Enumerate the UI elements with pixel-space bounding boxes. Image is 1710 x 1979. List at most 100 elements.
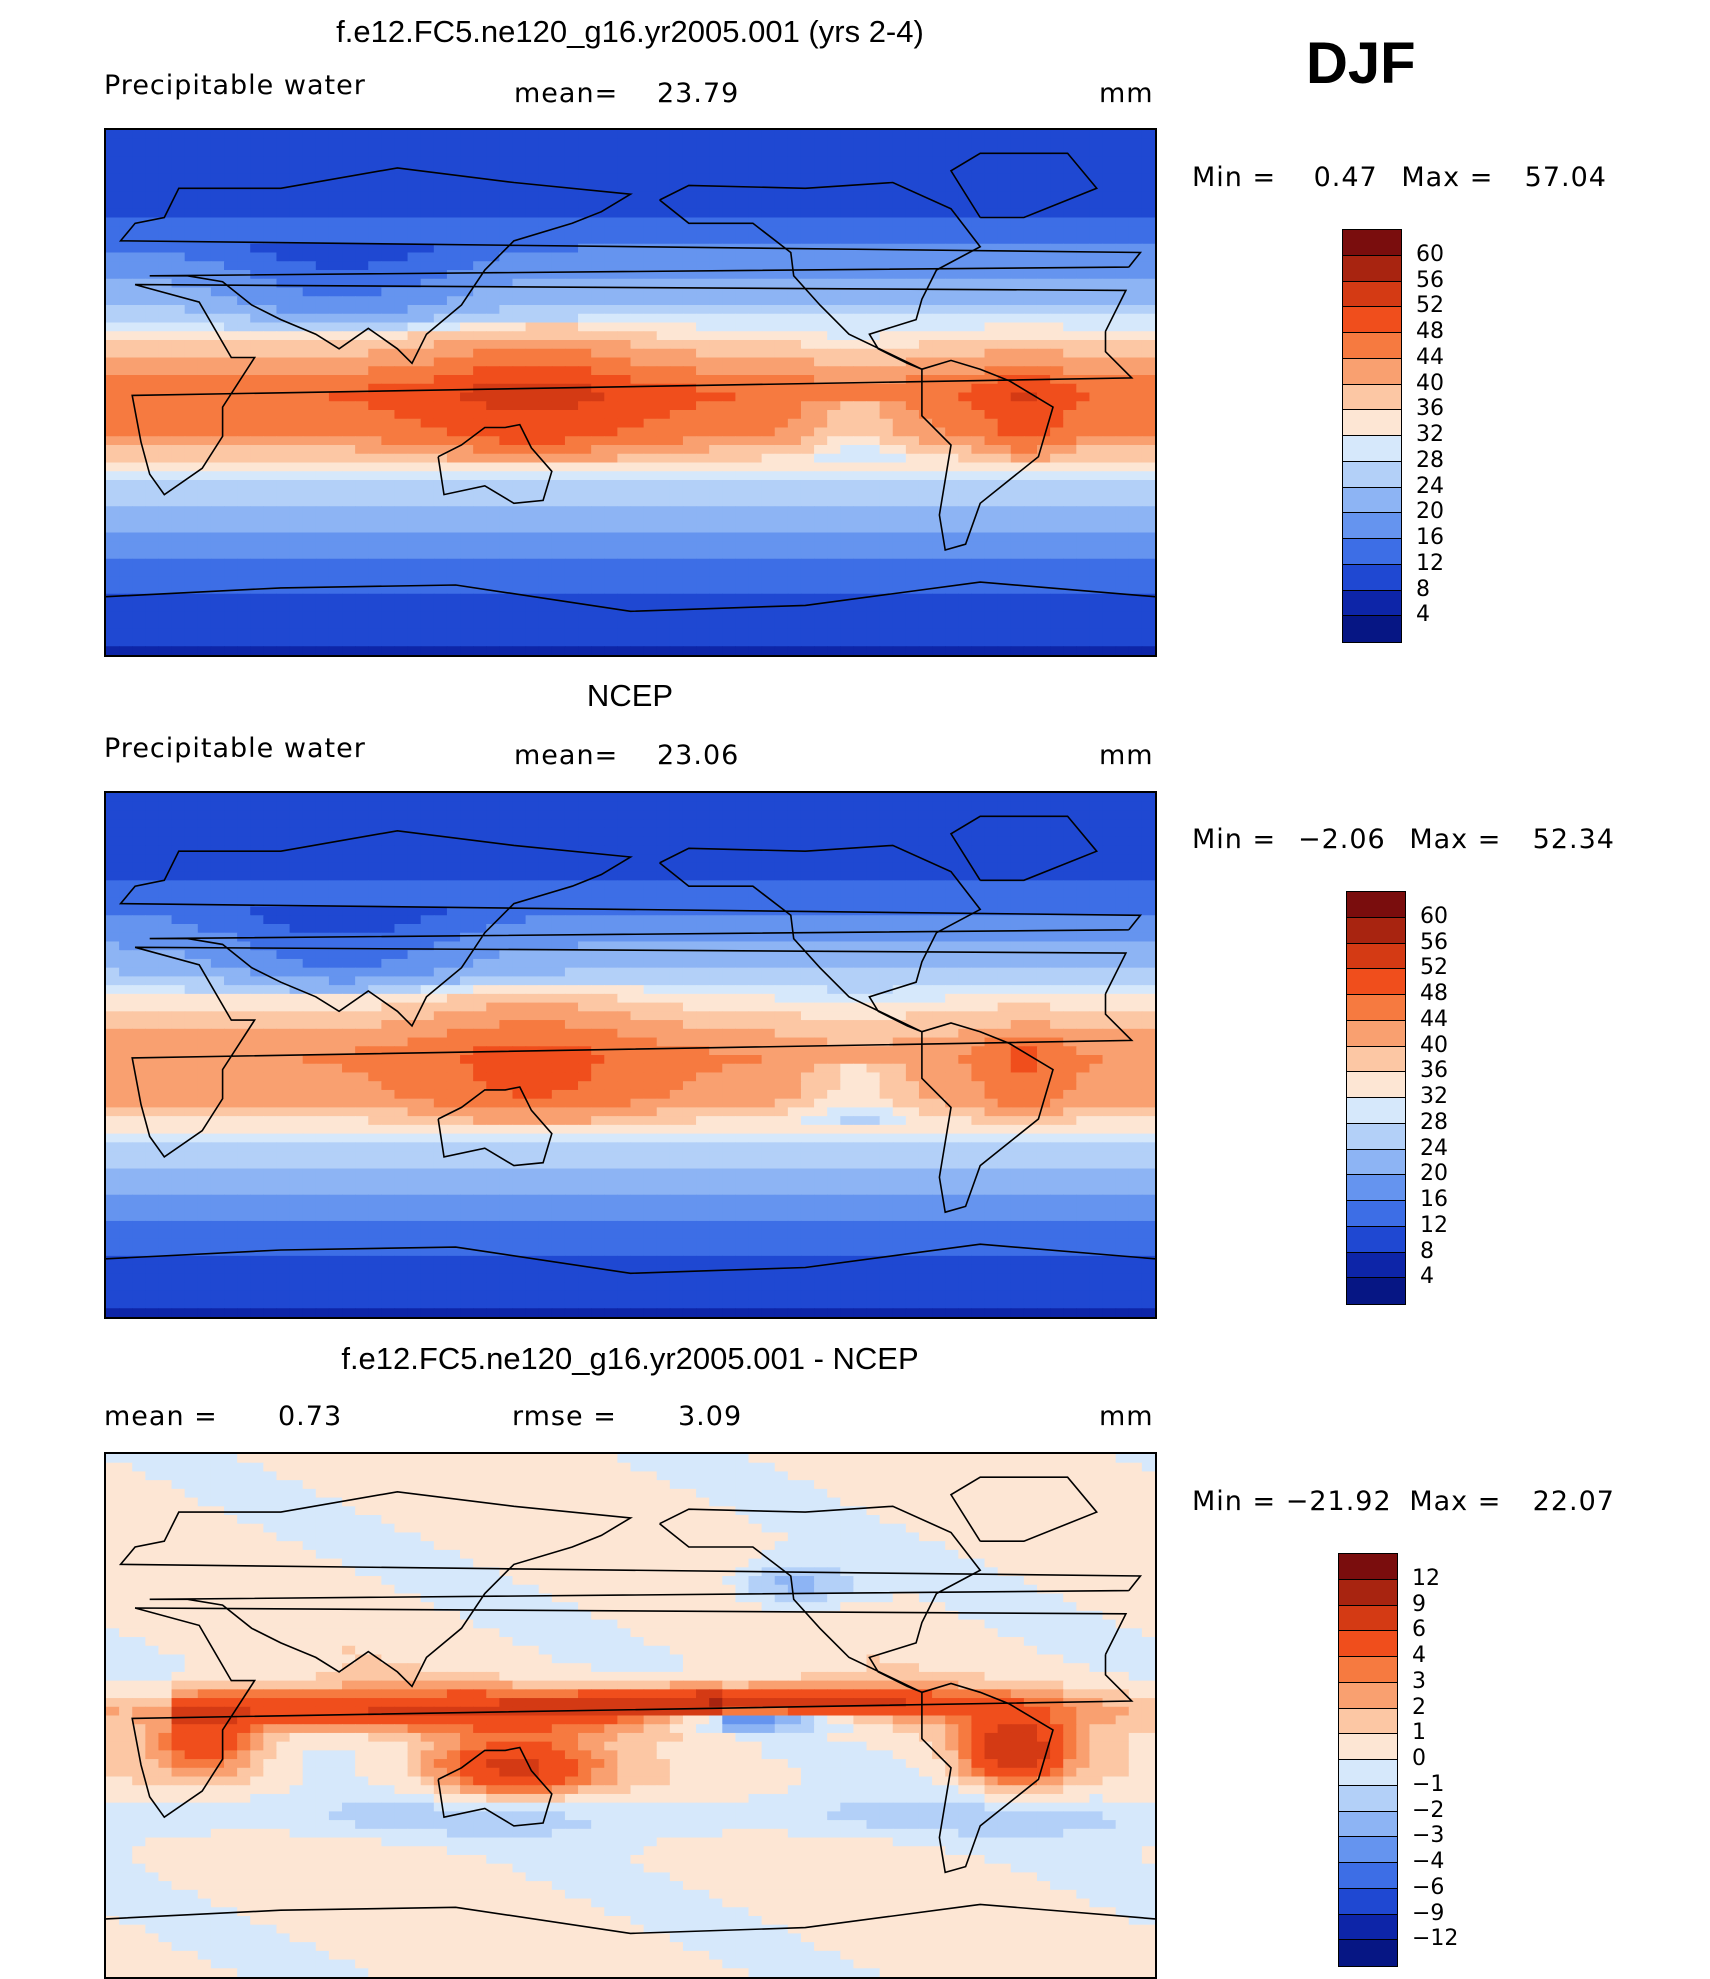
- field-cell: [932, 226, 946, 235]
- field-cell: [224, 471, 238, 480]
- field-cell: [552, 156, 566, 165]
- field-cell: [1024, 139, 1038, 148]
- field-cell: [696, 568, 710, 577]
- field-cell: [434, 148, 448, 157]
- field-cell: [775, 349, 789, 358]
- field-cell: [316, 393, 330, 402]
- field-cell: [775, 270, 789, 279]
- field-cell: [880, 524, 894, 533]
- field-cell: [1103, 148, 1117, 157]
- field-cell: [342, 191, 356, 200]
- field-cell: [985, 611, 999, 620]
- field-cell: [1024, 594, 1038, 603]
- field-cell: [1024, 331, 1038, 340]
- field-cell: [539, 270, 553, 279]
- field-cell: [709, 515, 723, 524]
- field-cell: [670, 436, 684, 445]
- field-cell: [539, 156, 553, 165]
- field-cell: [827, 174, 841, 183]
- field-cell: [867, 533, 881, 542]
- field-cell: [1063, 445, 1077, 454]
- field-cell: [394, 445, 408, 454]
- field-cell: [1103, 638, 1117, 647]
- field-cell: [1142, 148, 1155, 157]
- field-cell: [1050, 331, 1064, 340]
- field-cell: [1050, 393, 1064, 402]
- field-cell: [434, 191, 448, 200]
- field-cell: [1076, 401, 1090, 410]
- field-cell: [998, 638, 1012, 647]
- field-cell: [1089, 638, 1103, 647]
- field-cell: [172, 471, 186, 480]
- field-cell: [867, 576, 881, 585]
- field-cell: [250, 148, 264, 157]
- field-cell: [853, 638, 867, 647]
- field-cell: [1050, 323, 1064, 332]
- field-cell: [263, 524, 277, 533]
- field-cell: [539, 366, 553, 375]
- field-cell: [985, 603, 999, 612]
- field-cell: [211, 358, 225, 367]
- field-cell: [814, 139, 828, 148]
- field-cell: [762, 305, 776, 314]
- field-cell: [106, 515, 120, 524]
- field-cell: [591, 463, 605, 472]
- field-cell: [1063, 349, 1077, 358]
- field-cell: [827, 550, 841, 559]
- field-cell: [106, 139, 120, 148]
- field-cell: [735, 375, 749, 384]
- field-cell: [539, 375, 553, 384]
- field-cell: [775, 279, 789, 288]
- field-cell: [644, 156, 658, 165]
- field-cell: [906, 209, 920, 218]
- field-cell: [185, 174, 199, 183]
- field-cell: [106, 620, 120, 629]
- field-cell: [1024, 541, 1038, 550]
- field-cell: [119, 244, 133, 253]
- field-cell: [670, 130, 684, 139]
- field-cell: [1024, 296, 1038, 305]
- field-cell: [198, 349, 212, 358]
- field-cell: [631, 793, 645, 802]
- field-cell: [132, 253, 146, 262]
- field-cell: [539, 585, 553, 594]
- field-cell: [368, 366, 382, 375]
- field-cell: [263, 305, 277, 314]
- field-cell: [394, 603, 408, 612]
- field-cell: [971, 594, 985, 603]
- field-cell: [709, 261, 723, 270]
- field-cell: [604, 218, 618, 227]
- field-cell: [158, 174, 172, 183]
- field-cell: [971, 270, 985, 279]
- colorbar-segment: [1343, 616, 1401, 642]
- field-cell: [290, 611, 304, 620]
- field-cell: [158, 638, 172, 647]
- field-cell: [1050, 183, 1064, 192]
- field-cell: [486, 454, 500, 463]
- field-cell: [1142, 349, 1155, 358]
- field-cell: [263, 559, 277, 568]
- field-cell: [709, 445, 723, 454]
- field-cell: [132, 524, 146, 533]
- field-cell: [381, 305, 395, 314]
- colorbar-tick-label: 36: [1416, 398, 1444, 420]
- field-cell: [303, 646, 317, 655]
- field-cell: [880, 296, 894, 305]
- field-cell: [381, 428, 395, 437]
- field-cell: [631, 428, 645, 437]
- field-cell: [853, 603, 867, 612]
- field-cell: [512, 541, 526, 550]
- field-cell: [119, 279, 133, 288]
- field-cell: [657, 139, 671, 148]
- field-cell: [945, 533, 959, 542]
- field-cell: [565, 331, 579, 340]
- field-cell: [1129, 506, 1143, 515]
- field-cell: [145, 629, 159, 638]
- field-cell: [1037, 506, 1051, 515]
- field-cell: [368, 611, 382, 620]
- field-cell: [696, 410, 710, 419]
- field-cell: [211, 541, 225, 550]
- field-cell: [617, 419, 631, 428]
- field-cell: [880, 200, 894, 209]
- field-cell: [290, 454, 304, 463]
